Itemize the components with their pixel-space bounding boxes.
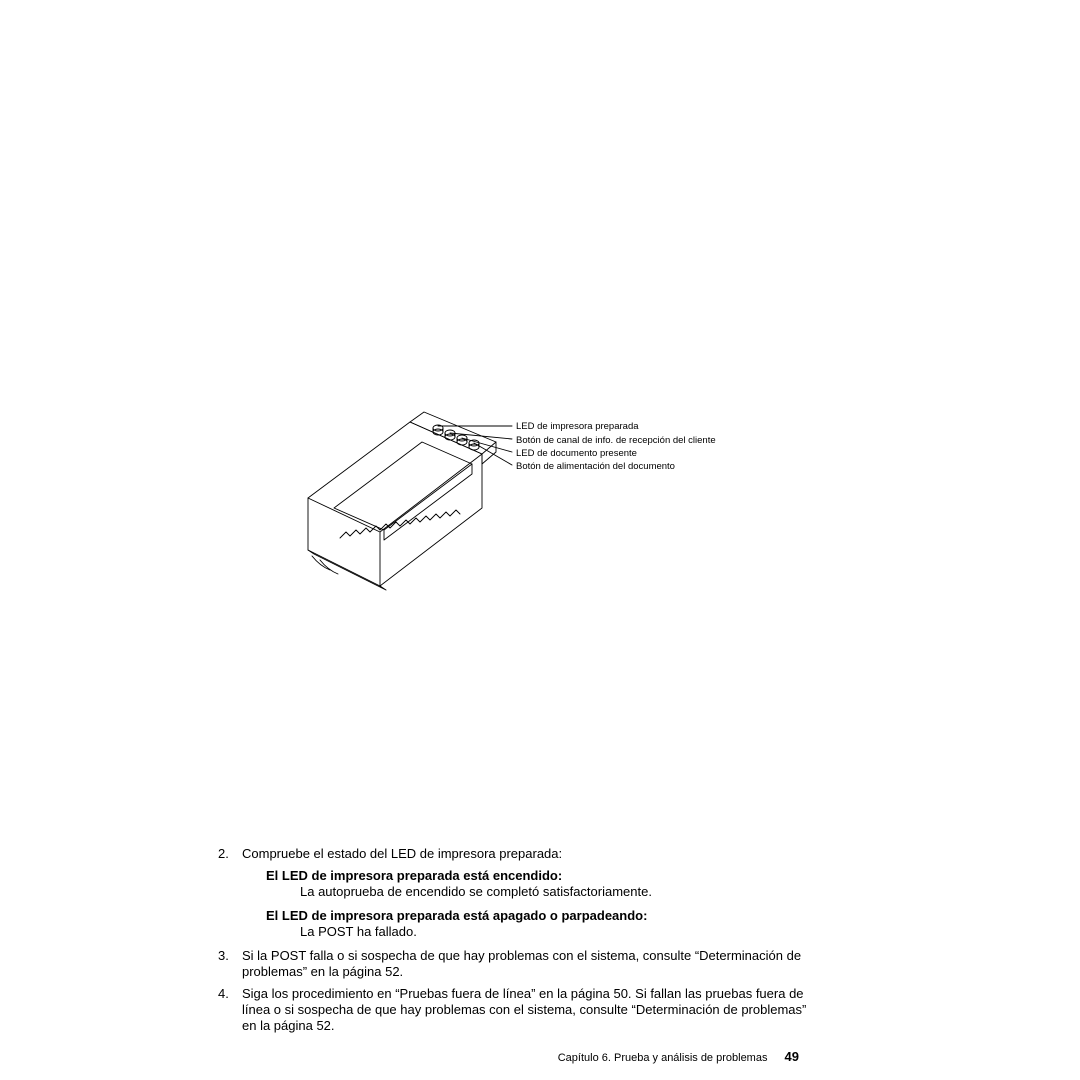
item-text: Compruebe el estado del LED de impresora… [242, 846, 562, 861]
page: LED de impresora preparada Botón de cana… [0, 0, 1080, 1080]
item-number: 3. [218, 948, 229, 964]
item-number: 4. [218, 986, 229, 1002]
sub-desc: La POST ha fallado. [300, 924, 808, 940]
item-text: Si la POST falla o si sospecha de que ha… [242, 948, 801, 979]
printer-line-drawing [290, 380, 810, 610]
footer-page-number: 49 [785, 1049, 799, 1064]
callout-led-document: LED de documento presente [516, 447, 637, 461]
sub-block-on: El LED de impresora preparada está encen… [266, 868, 808, 900]
list-item-3: 3. Si la POST falla o si sospecha de que… [218, 948, 808, 980]
list-item-4: 4. Siga los procedimiento en “Pruebas fu… [218, 986, 808, 1034]
callout-feed-button: Botón de alimentación del documento [516, 460, 675, 474]
sub-heading: El LED de impresora preparada está encen… [266, 868, 808, 884]
callout-led-ready: LED de impresora preparada [516, 420, 639, 434]
item-number: 2. [218, 846, 229, 862]
body-text: 2. Compruebe el estado del LED de impres… [218, 846, 808, 1040]
item-text: Siga los procedimiento en “Pruebas fuera… [242, 986, 806, 1033]
sub-desc: La autoprueba de encendido se completó s… [300, 884, 808, 900]
sub-block-off: El LED de impresora preparada está apaga… [266, 908, 808, 940]
footer-chapter: Capítulo 6. Prueba y análisis de problem… [558, 1052, 768, 1064]
list-item-2: 2. Compruebe el estado del LED de impres… [218, 846, 808, 940]
printer-figure: LED de impresora preparada Botón de cana… [290, 380, 810, 610]
callout-receipt-button: Botón de canal de info. de recepción del… [516, 434, 716, 448]
sub-heading: El LED de impresora preparada está apaga… [266, 908, 808, 924]
